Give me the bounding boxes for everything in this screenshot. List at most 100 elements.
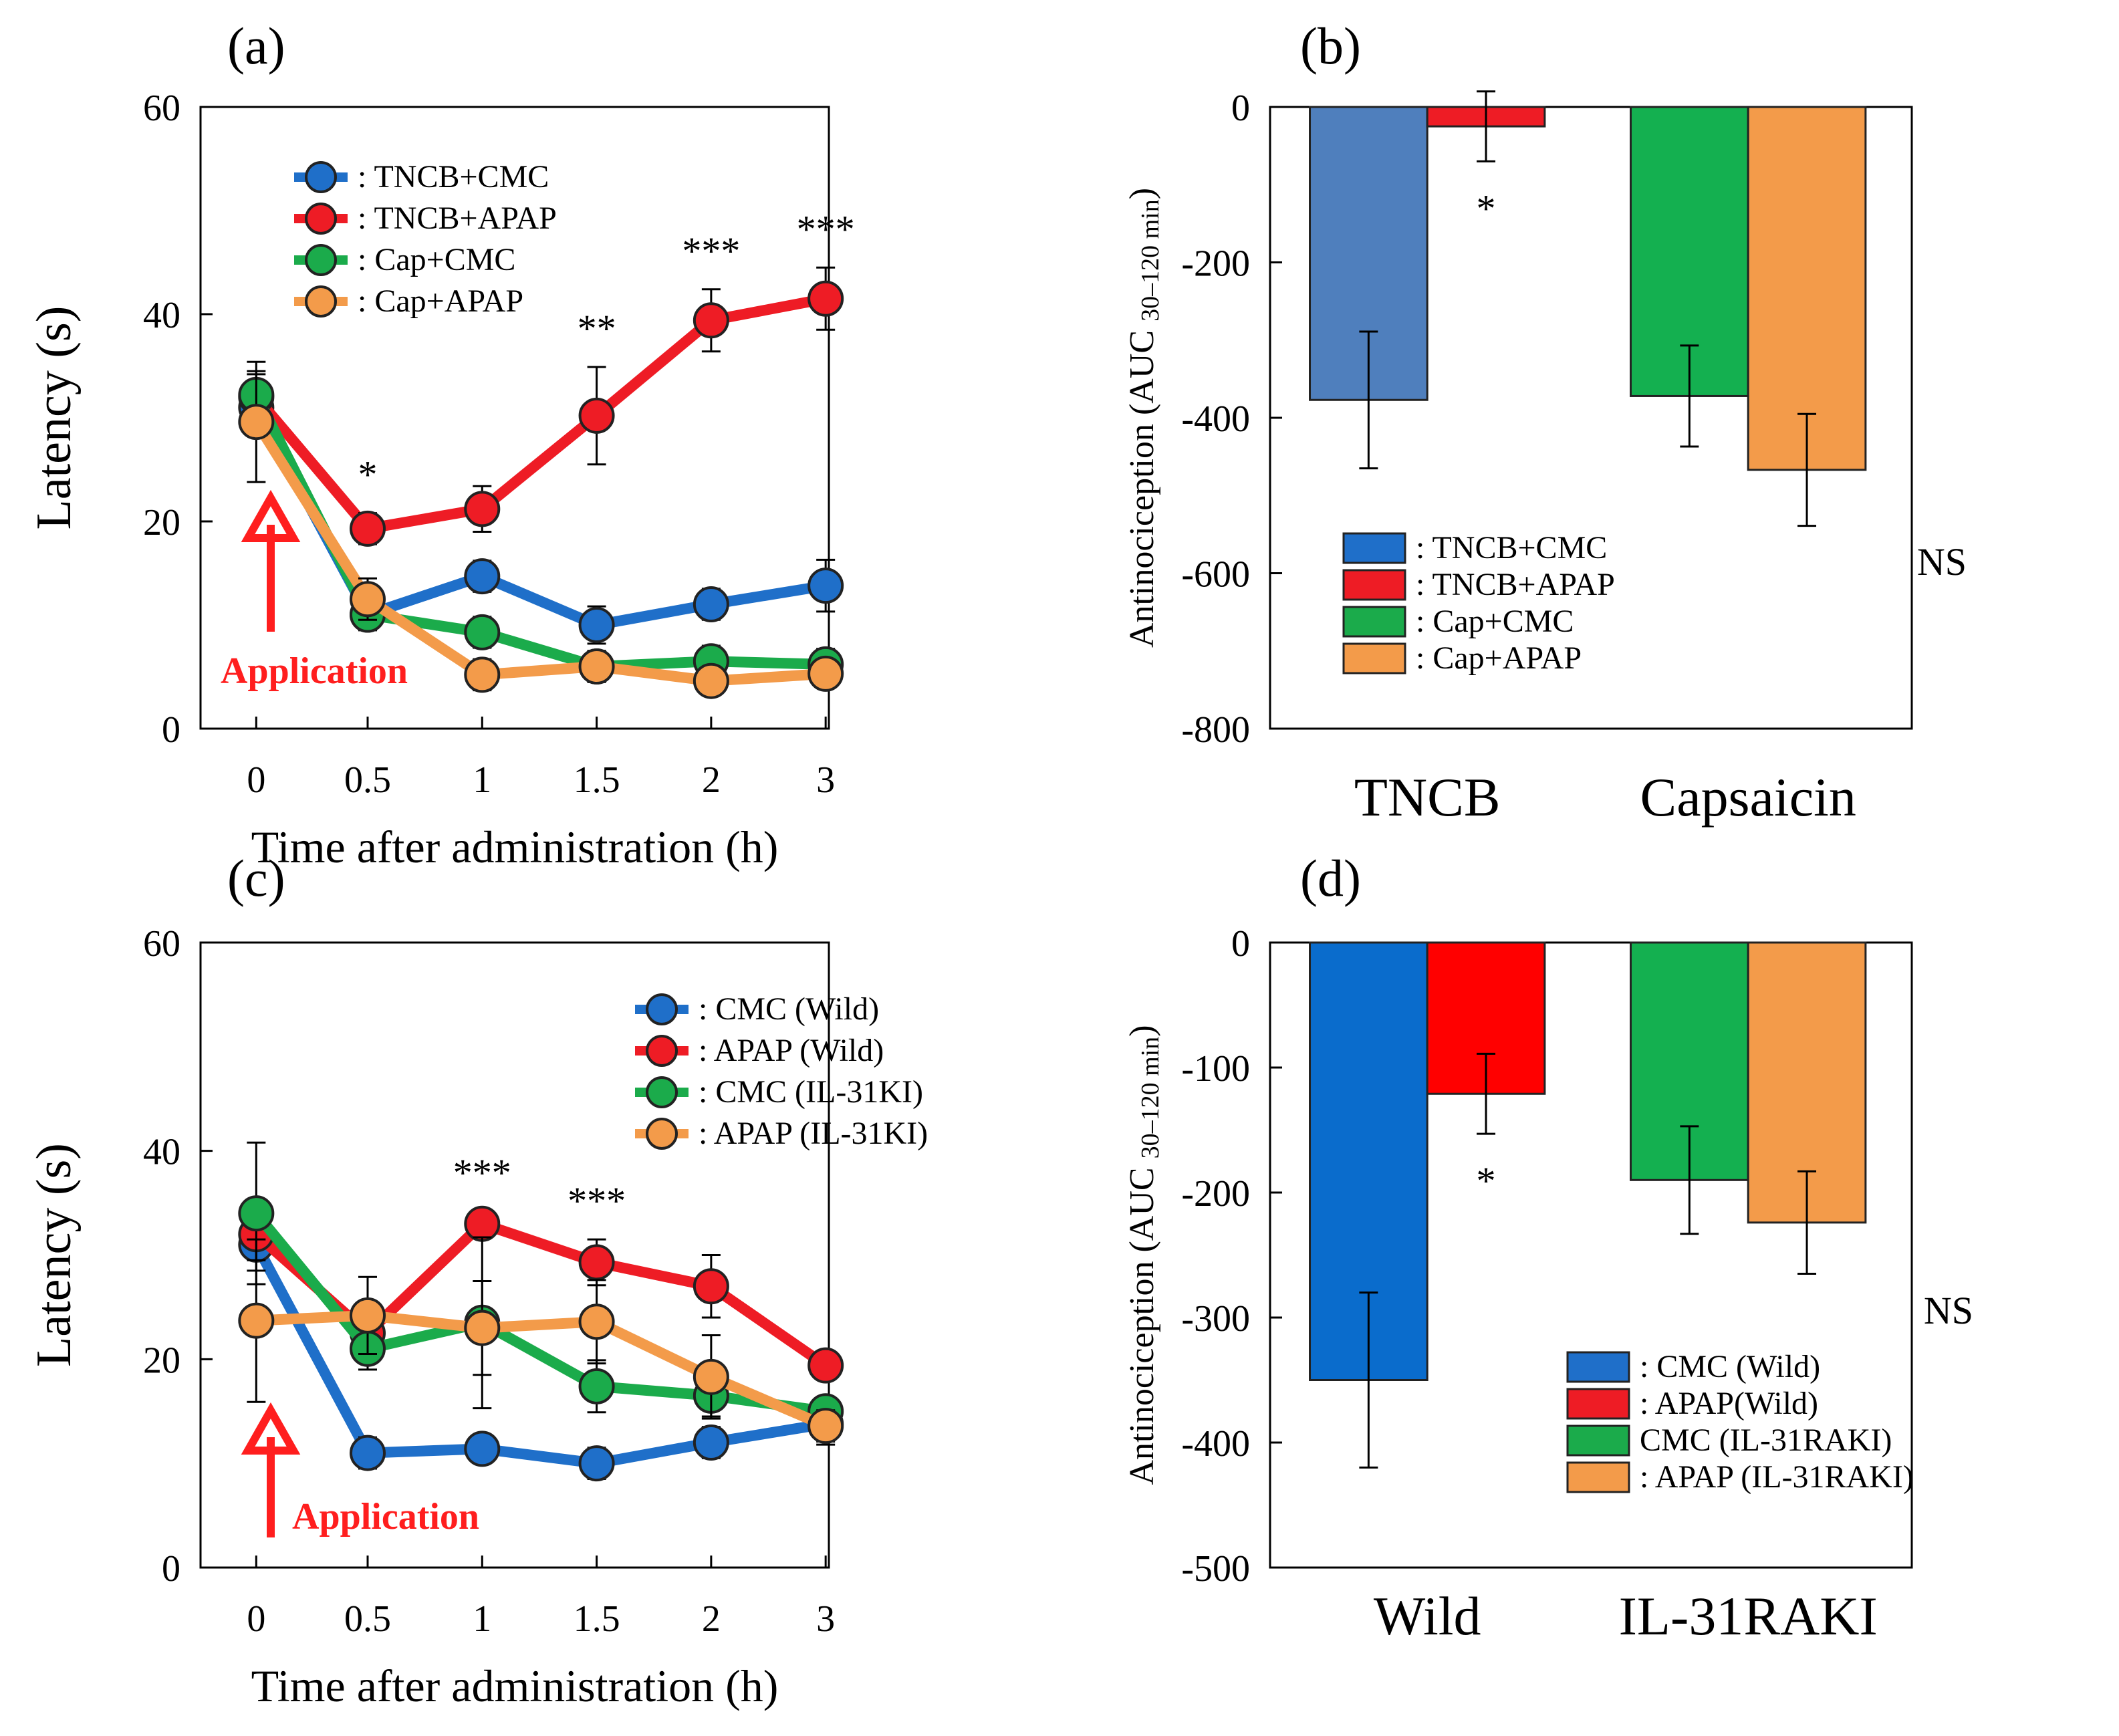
x-tick-label: 3	[816, 1598, 835, 1640]
panel-label: (c)	[227, 849, 285, 907]
data-point	[238, 1302, 275, 1339]
category-label: Capsaicin	[1640, 767, 1856, 828]
bar-cap-apap	[1747, 106, 1867, 471]
legend-swatch	[1342, 606, 1406, 638]
x-axis-title: Time after administration (h)	[251, 822, 779, 872]
y-tick-label: -100	[1181, 1048, 1250, 1090]
legend-swatch	[1342, 532, 1406, 564]
legend-swatch	[1566, 1388, 1630, 1420]
y-tick-label: 0	[1231, 923, 1250, 965]
y-axis-title-close: )	[1123, 1025, 1161, 1036]
legend-label: : Cap+APAP	[1416, 640, 1582, 676]
application-arrow-head	[241, 489, 301, 542]
y-axis-title: Latency (s)	[27, 1143, 82, 1367]
series-apap-il-31ki	[238, 1238, 844, 1445]
x-tick-label: 2	[702, 1598, 721, 1640]
data-point	[693, 586, 729, 622]
legend-label: : APAP (IL-31KI)	[699, 1116, 928, 1151]
y-tick-label: 40	[143, 1132, 180, 1173]
application-arrow-head	[241, 1402, 301, 1455]
data-point	[464, 614, 501, 650]
y-tick-label: 20	[143, 502, 180, 543]
data-point	[464, 558, 501, 595]
legend-label: : APAP (IL-31RAKI)	[1640, 1459, 1914, 1495]
y-tick-label: -200	[1181, 1173, 1250, 1215]
legend-label: : Cap+CMC	[358, 242, 515, 277]
legend-swatch-marker	[646, 1118, 678, 1150]
data-point	[464, 1310, 501, 1346]
panel-label: (d)	[1300, 849, 1361, 907]
y-tick-label: 0	[162, 1548, 180, 1590]
legend-label: : APAP (Wild)	[699, 1033, 884, 1068]
x-tick-label: 2	[702, 759, 721, 801]
y-tick-label: 20	[143, 1340, 180, 1381]
data-point	[578, 397, 615, 434]
panel-a: 0 20 40 60 (a) 0 0.5 1 1.5 2 3 Time after administr…	[27, 17, 855, 872]
data-point	[693, 662, 729, 699]
y-tick-label: 0	[162, 709, 180, 751]
legend-label: : Cap+CMC	[1416, 604, 1574, 639]
y-axis-title-subscript: 30–120 min	[1136, 1037, 1164, 1159]
significance-mark: *	[1477, 1159, 1496, 1203]
legend-swatch-marker	[305, 161, 337, 193]
x-tick-label: 0.5	[344, 759, 391, 801]
plot-frame	[199, 106, 830, 730]
significance-mark: ***	[453, 1151, 511, 1195]
legend-label: CMC (IL-31RAKI)	[1640, 1422, 1892, 1458]
legend-label: : Cap+APAP	[358, 283, 523, 319]
y-axis-title-main: Antinociception (AUC	[1123, 322, 1161, 648]
data-point	[578, 1304, 615, 1340]
data-point	[578, 607, 615, 643]
y-tick-label: 60	[143, 88, 180, 129]
data-point	[349, 581, 386, 618]
data-point	[238, 1195, 275, 1232]
legend-label: : CMC (IL-31KI)	[699, 1074, 923, 1110]
x-tick-label: 1	[473, 759, 491, 801]
series-line	[251, 418, 826, 687]
category-label: Wild	[1374, 1586, 1481, 1646]
panel-label: (b)	[1300, 17, 1361, 75]
data-point	[693, 302, 729, 339]
y-tick-label: -800	[1181, 709, 1250, 751]
y-tick-label: -600	[1181, 554, 1250, 596]
y-tick-label: -300	[1181, 1298, 1250, 1340]
data-point	[807, 280, 844, 317]
legend-swatch-marker	[646, 993, 678, 1025]
y-axis-title-subscript: 30–120 min	[1136, 199, 1164, 322]
legend-swatch	[1566, 1424, 1630, 1457]
data-point	[464, 1431, 501, 1467]
panel-c: 0 20 40 60 (c) 0 0.5 1 1.5 2 3 Time after administr…	[27, 849, 928, 1711]
plot-frame	[1269, 941, 1913, 1569]
y-tick-label: -200	[1181, 243, 1250, 285]
data-point	[464, 656, 501, 693]
data-point	[349, 510, 386, 547]
y-axis-title: Latency (s)	[27, 306, 82, 530]
application-label: Application	[221, 650, 408, 692]
significance-mark: *	[1477, 187, 1496, 230]
data-point	[238, 404, 275, 441]
significance-mark: NS	[1924, 1289, 1973, 1332]
data-point	[693, 1358, 729, 1395]
x-tick-label: 1.5	[574, 759, 620, 801]
legend-label: : CMC (Wild)	[1640, 1349, 1820, 1384]
series-line	[252, 1210, 827, 1417]
y-axis-title-close: )	[1123, 188, 1161, 199]
category-label: IL-31RAKI	[1619, 1586, 1878, 1646]
panel-b: 0 -200 -400 -600 -800 (b) TNCB Capsaicin * NS Anti…	[1123, 17, 1967, 828]
x-tick-label: 0	[247, 759, 265, 801]
legend-swatch	[1342, 569, 1406, 601]
significance-mark: *	[358, 453, 377, 497]
legend-label: : TNCB+CMC	[358, 159, 549, 195]
data-point	[464, 491, 501, 527]
data-point	[349, 1435, 386, 1471]
x-tick-label: 1.5	[574, 1598, 620, 1640]
legend-label: : TNCB+APAP	[358, 201, 557, 236]
legend-swatch-marker	[646, 1035, 678, 1067]
category-label: TNCB	[1354, 767, 1501, 828]
series-cap-apap	[238, 360, 844, 699]
legend-swatch-marker	[646, 1076, 678, 1108]
data-point	[807, 655, 844, 692]
legend-swatch	[1342, 642, 1406, 674]
legend-label: : APAP(Wild)	[1640, 1386, 1818, 1421]
legend-label: : CMC (Wild)	[699, 991, 879, 1027]
